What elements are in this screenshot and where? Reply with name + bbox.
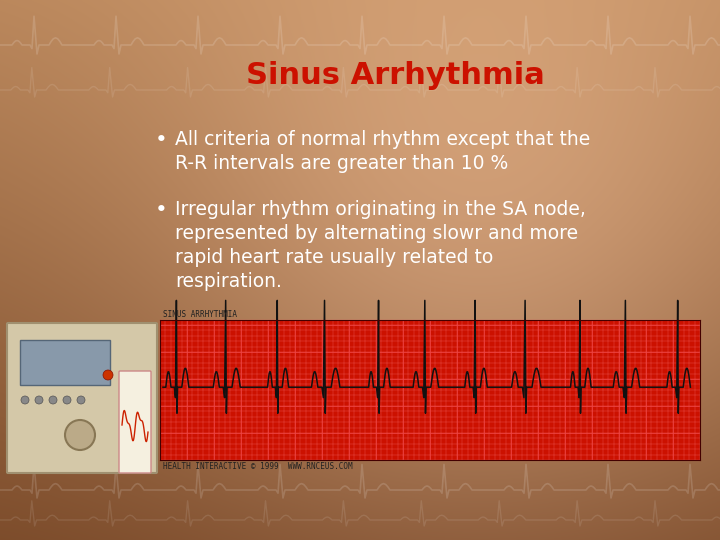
Circle shape [103, 370, 113, 380]
Circle shape [77, 396, 85, 404]
Text: •: • [155, 130, 168, 150]
Bar [160, 320, 700, 460]
FancyBboxPatch shape [119, 371, 151, 473]
Circle shape [65, 420, 95, 450]
Text: All criteria of normal rhythm except that the: All criteria of normal rhythm except tha… [175, 130, 590, 149]
Text: Sinus Arrhythmia: Sinus Arrhythmia [246, 60, 544, 90]
Text: Irregular rhythm originating in the SA node,: Irregular rhythm originating in the SA n… [175, 200, 586, 219]
Text: represented by alternating slowr and more: represented by alternating slowr and mor… [175, 224, 578, 243]
FancyBboxPatch shape [7, 323, 157, 473]
Circle shape [63, 396, 71, 404]
Circle shape [21, 396, 29, 404]
Text: SINUS ARRHYTHMIA: SINUS ARRHYTHMIA [163, 310, 237, 319]
Circle shape [35, 396, 43, 404]
Bar [20, 340, 110, 385]
Circle shape [49, 396, 57, 404]
Text: rapid heart rate usually related to: rapid heart rate usually related to [175, 248, 493, 267]
Text: HEALTH INTERACTIVE © 1999  WWW.RNCEUS.COM: HEALTH INTERACTIVE © 1999 WWW.RNCEUS.COM [163, 462, 353, 471]
Text: R-R intervals are greater than 10 %: R-R intervals are greater than 10 % [175, 154, 508, 173]
Text: respiration.: respiration. [175, 272, 282, 291]
Text: •: • [155, 200, 168, 220]
